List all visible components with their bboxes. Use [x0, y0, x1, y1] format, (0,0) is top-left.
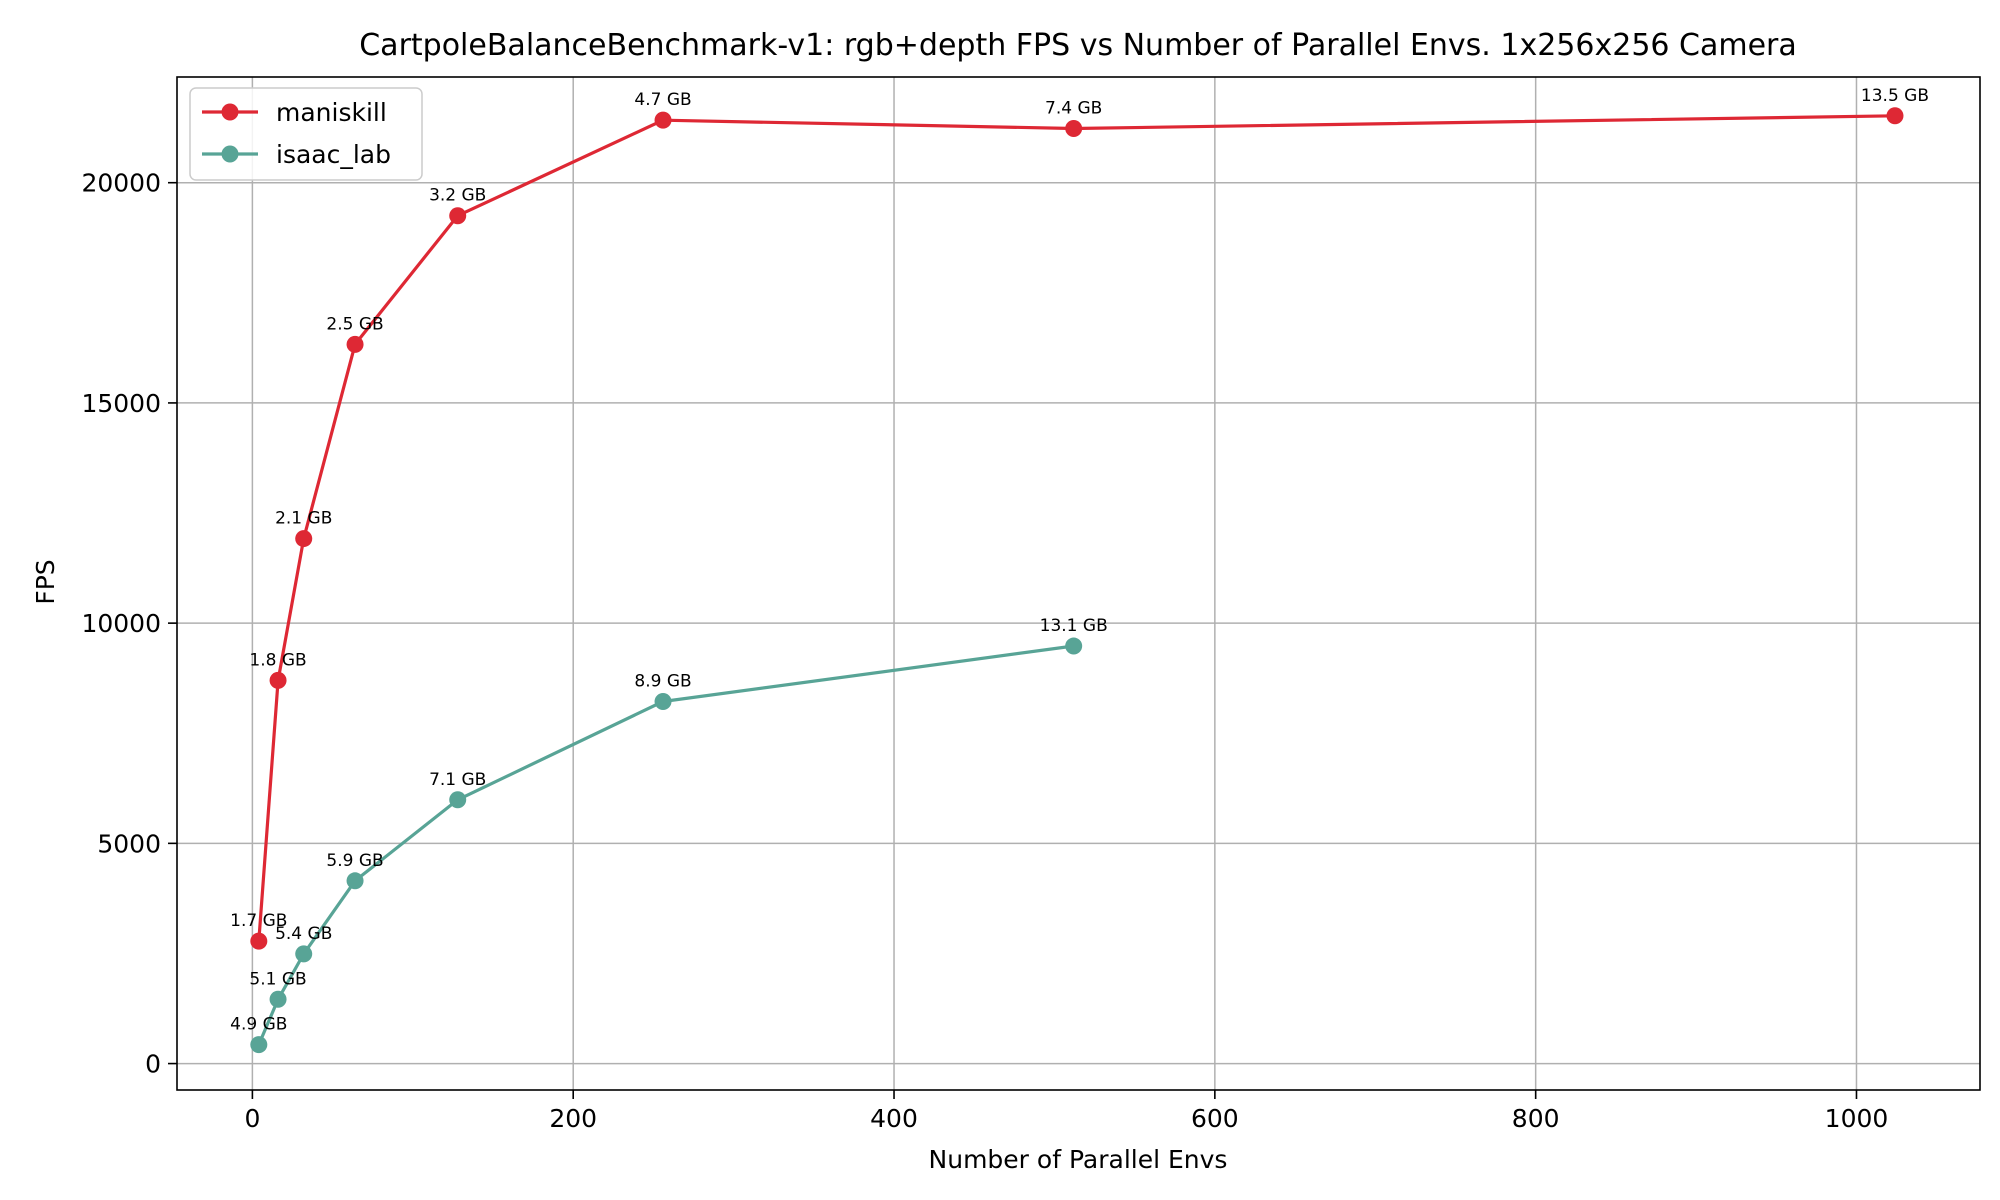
y-axis-label: FPS: [31, 559, 60, 604]
data-label-maniskill: 1.7 GB: [230, 911, 287, 931]
data-point-maniskill: [654, 111, 672, 129]
data-label-isaac_lab: 5.1 GB: [249, 969, 306, 989]
data-label-isaac_lab: 5.9 GB: [326, 851, 383, 871]
data-label-maniskill: 13.5 GB: [1861, 86, 1929, 106]
legend-marker-isaac_lab: [221, 145, 239, 163]
data-label-maniskill: 2.5 GB: [326, 314, 383, 334]
data-point-maniskill: [449, 207, 467, 225]
series-maniskill: 1.7 GB 1.8 GB 2.1 GB 2.5 GB 3.2 GB 4.7 GB 7.4 …: [230, 86, 1929, 950]
data-point-isaac_lab: [250, 1036, 268, 1054]
data-point-maniskill: [346, 335, 364, 353]
data-label-maniskill: 4.7 GB: [634, 90, 691, 110]
y-tick-label: 0: [145, 1050, 161, 1079]
x-tick-label: 800: [1512, 1104, 1560, 1133]
chart-title: CartpoleBalanceBenchmark-v1: rgb+depth F…: [359, 28, 1797, 63]
data-label-isaac_lab: 4.9 GB: [230, 1015, 287, 1035]
x-axis-label: Number of Parallel Envs: [929, 1145, 1228, 1174]
data-label-maniskill: 1.8 GB: [249, 650, 306, 670]
data-point-maniskill: [1886, 107, 1904, 125]
data-point-isaac_lab: [1065, 637, 1083, 655]
data-label-maniskill: 3.2 GB: [429, 186, 486, 206]
series-isaac_lab: 4.9 GB 5.1 GB 5.4 GB 5.9 GB 7.1 GB 8.9 GB 13.1…: [230, 616, 1108, 1054]
data-label-isaac_lab: 8.9 GB: [634, 672, 691, 692]
legend-label-isaac_lab: isaac_lab: [276, 140, 391, 169]
data-point-maniskill: [269, 671, 287, 689]
data-point-isaac_lab: [449, 791, 467, 809]
grid-layer: [177, 77, 1980, 1090]
x-tick-label: 1000: [1825, 1104, 1889, 1133]
data-point-isaac_lab: [654, 693, 672, 711]
data-label-isaac_lab: 5.4 GB: [275, 924, 332, 944]
legend-marker-maniskill: [221, 103, 239, 121]
x-tick-label: 600: [1191, 1104, 1239, 1133]
data-label-isaac_lab: 7.1 GB: [429, 770, 486, 790]
data-point-isaac_lab: [269, 990, 287, 1008]
legend: maniskill isaac_lab: [189, 87, 423, 181]
series-layer: 1.7 GB 1.8 GB 2.1 GB 2.5 GB 3.2 GB 4.7 GB 7.4 …: [230, 86, 1929, 1054]
data-point-maniskill: [250, 932, 268, 950]
x-tick-label: 0: [244, 1104, 260, 1133]
data-point-isaac_lab: [346, 872, 364, 890]
y-tick-label: 20000: [81, 169, 161, 198]
y-tick-label: 15000: [81, 389, 161, 418]
data-point-maniskill: [1065, 120, 1083, 138]
y-tick-label: 10000: [81, 609, 161, 638]
data-label-maniskill: 2.1 GB: [275, 509, 332, 529]
series-line-maniskill: [257, 114, 1896, 942]
data-point-isaac_lab: [295, 945, 313, 963]
plot-frame: [176, 76, 1981, 1091]
data-point-maniskill: [295, 530, 313, 548]
legend-label-maniskill: maniskill: [276, 98, 387, 127]
data-label-maniskill: 7.4 GB: [1045, 99, 1102, 119]
data-label-isaac_lab: 13.1 GB: [1040, 616, 1108, 636]
y-tick-label: 5000: [97, 829, 161, 858]
x-tick-label: 200: [549, 1104, 597, 1133]
x-tick-label: 400: [870, 1104, 918, 1133]
